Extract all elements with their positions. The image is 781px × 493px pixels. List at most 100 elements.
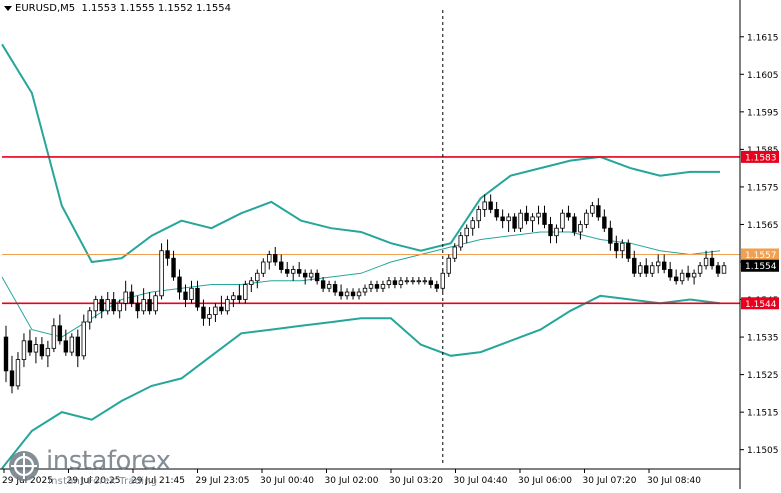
candle-body [584, 212, 589, 225]
candle-body [171, 257, 176, 278]
symbol-header[interactable]: EURUSD,M5 1.1553 1.1555 1.1552 1.1554 [4, 3, 231, 14]
candle [620, 239, 625, 259]
candle-body [404, 280, 410, 283]
candle [111, 292, 116, 315]
candle [697, 261, 703, 278]
candle [105, 292, 110, 315]
candle [428, 277, 434, 289]
candle [332, 280, 338, 296]
candle [99, 295, 104, 319]
time-tick-label: 29 Jul 20:25 [67, 476, 121, 486]
candle-body [75, 336, 81, 357]
candle [721, 261, 727, 274]
candle-body [183, 291, 188, 300]
candle [87, 307, 92, 330]
candle-body [255, 272, 260, 282]
candle [135, 295, 140, 319]
candle-body [123, 291, 128, 304]
candle-body [410, 280, 416, 283]
candle-body [225, 299, 230, 312]
candle [123, 280, 128, 311]
candle [482, 194, 487, 217]
candle-body [368, 284, 374, 289]
candle-body [177, 276, 182, 293]
candle [590, 201, 595, 217]
time-tick-label: 29 Jul 21:45 [131, 476, 185, 486]
level-price-label: 1.1544 [745, 300, 777, 310]
candlesticks [3, 194, 727, 394]
candle-body [3, 336, 9, 372]
candle [404, 277, 410, 285]
candle-body [189, 287, 194, 300]
candle-body [488, 201, 493, 210]
candle-body [201, 306, 206, 319]
candle-body [572, 216, 577, 233]
candle-body [650, 265, 655, 274]
candle-body [673, 276, 679, 282]
price-tick-label: 1.1525 [747, 371, 779, 381]
candle-body [135, 302, 140, 312]
candle [213, 303, 218, 323]
level-price-label: 1.1583 [745, 153, 777, 163]
candle [655, 254, 661, 274]
candle [231, 292, 236, 308]
candle [33, 337, 39, 364]
candle-body [33, 344, 39, 353]
candle [302, 269, 308, 285]
candle-body [81, 321, 86, 357]
candle-body [602, 216, 607, 229]
candle-body [380, 284, 386, 289]
candle-body [386, 280, 392, 285]
candle [638, 261, 643, 278]
time-tick-label: 30 Jul 03:20 [389, 476, 443, 486]
candle-body [291, 269, 296, 274]
candle-body [452, 246, 457, 259]
watermark-brand: instaforex [46, 446, 171, 476]
candle [392, 277, 398, 289]
price-tick-label: 1.1565 [747, 221, 779, 231]
candle [255, 269, 260, 289]
candle-body [314, 272, 320, 282]
candle [320, 277, 326, 293]
candle [614, 235, 619, 259]
candle [267, 250, 272, 270]
candle-body [261, 261, 266, 274]
candle [356, 288, 362, 300]
candle [679, 269, 685, 285]
candle [243, 280, 248, 304]
dropdown-triangle-icon[interactable] [4, 5, 12, 11]
candle [273, 246, 278, 266]
time-tick-label: 30 Jul 07:20 [583, 476, 637, 486]
candle-body [302, 272, 308, 278]
instaforex-logo-icon [9, 451, 39, 481]
candle-body [685, 272, 691, 278]
candle [171, 250, 176, 281]
candle-body [709, 257, 715, 267]
level-price-box [741, 150, 779, 163]
candle [9, 355, 15, 394]
candle [207, 307, 212, 326]
candle [285, 261, 290, 278]
time-tick-label: 30 Jul 02:00 [325, 476, 379, 486]
time-tick-label: 30 Jul 04:40 [454, 476, 508, 486]
candle [422, 277, 428, 285]
candle-body [213, 306, 218, 315]
candle-body [721, 265, 727, 274]
candle [554, 224, 559, 244]
candle-body [590, 205, 595, 214]
candle-body [536, 212, 541, 218]
current-price-box [741, 259, 779, 272]
price-axis: 1.1615 1.1605 1.1595 1.1585 1.1575 1.1565 1.15… [739, 0, 779, 489]
candle-body [542, 212, 547, 225]
candle-body [620, 242, 625, 252]
level-price-box [741, 297, 779, 310]
candle-body [63, 340, 69, 353]
candle [153, 292, 158, 315]
candle [350, 288, 356, 300]
price-tick-label: 1.1505 [747, 446, 779, 456]
watermark-background [9, 451, 39, 481]
candle [566, 205, 571, 221]
candle-body [195, 287, 200, 308]
